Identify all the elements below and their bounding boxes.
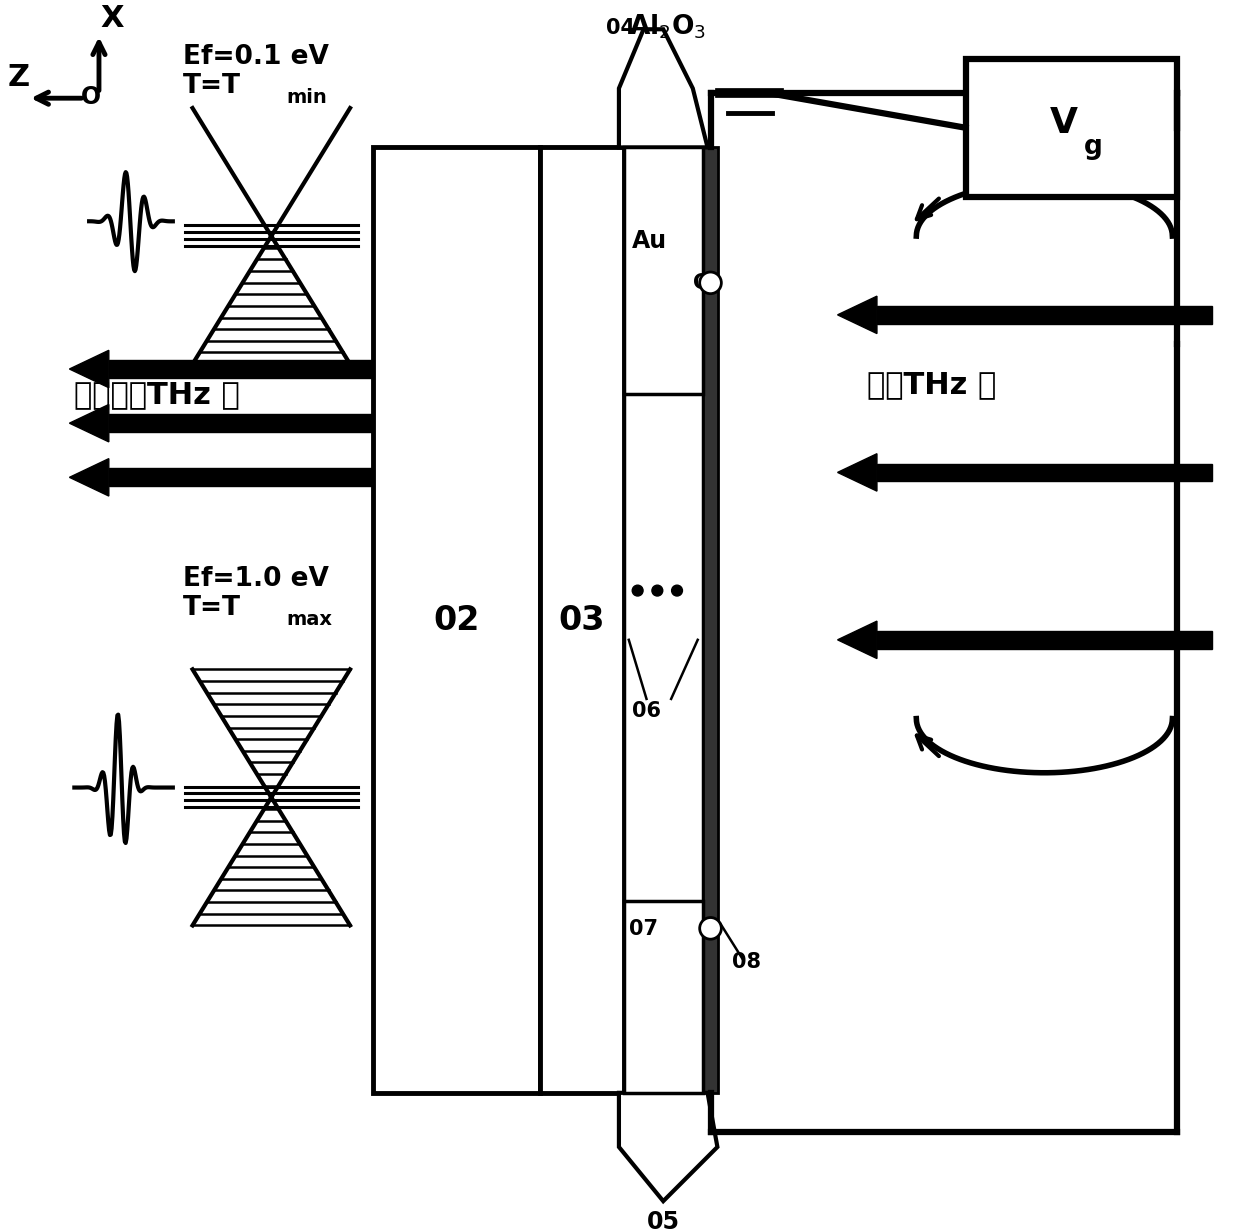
Polygon shape (619, 1093, 718, 1201)
Polygon shape (837, 296, 877, 334)
Polygon shape (877, 306, 1211, 324)
Text: O: O (81, 85, 102, 110)
Text: 调制后的THz 波: 调制后的THz 波 (74, 381, 241, 409)
Circle shape (699, 272, 722, 293)
Text: 入射THz 波: 入射THz 波 (867, 371, 997, 399)
Circle shape (672, 585, 682, 596)
Text: X: X (100, 4, 124, 33)
Text: g: g (1084, 134, 1102, 160)
Bar (373, 148, 541, 1093)
Polygon shape (877, 631, 1211, 649)
Polygon shape (109, 414, 374, 432)
Polygon shape (877, 463, 1211, 482)
Polygon shape (69, 458, 109, 496)
Polygon shape (109, 468, 374, 487)
Text: Cr: Cr (693, 272, 718, 293)
Text: T=T: T=T (182, 73, 241, 100)
Text: 03: 03 (559, 604, 605, 637)
Text: 06: 06 (631, 701, 661, 721)
Text: T=T: T=T (182, 595, 241, 621)
Text: max: max (286, 610, 332, 630)
Text: Au: Au (631, 229, 667, 253)
Text: Al$_2$O$_3$: Al$_2$O$_3$ (629, 12, 706, 41)
Text: 02: 02 (433, 604, 480, 637)
Text: min: min (286, 89, 327, 107)
Polygon shape (837, 621, 877, 659)
Bar (703, 148, 718, 1093)
Text: V: V (1049, 106, 1078, 139)
Bar (966, 59, 1177, 197)
Circle shape (699, 918, 722, 939)
Circle shape (652, 585, 662, 596)
Circle shape (632, 585, 644, 596)
Polygon shape (69, 404, 109, 442)
Bar (624, 148, 703, 394)
Text: Ef=1.0 eV: Ef=1.0 eV (182, 565, 329, 591)
Polygon shape (619, 30, 708, 148)
Bar (624, 901, 703, 1093)
Text: Ef=0.1 eV: Ef=0.1 eV (182, 43, 329, 70)
Polygon shape (837, 453, 877, 492)
Bar (541, 148, 624, 1093)
Text: Z: Z (7, 63, 30, 92)
Polygon shape (69, 350, 109, 388)
Bar (624, 148, 703, 1093)
Text: 07: 07 (629, 919, 657, 939)
Text: 04: 04 (606, 18, 635, 38)
Text: 05: 05 (647, 1210, 680, 1232)
Text: 08: 08 (732, 952, 761, 972)
Polygon shape (109, 360, 374, 378)
